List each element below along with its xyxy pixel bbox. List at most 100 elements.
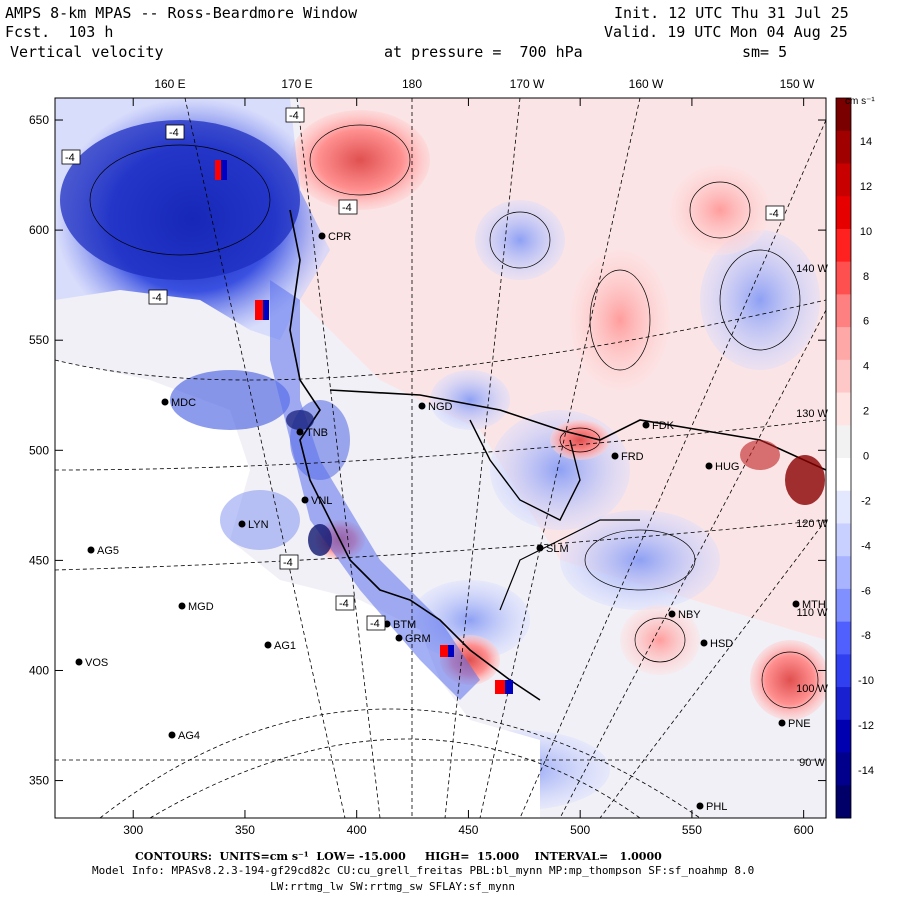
contour-label: -4 (169, 127, 179, 139)
y-tick-label: 400 (29, 663, 49, 677)
station-dot (296, 428, 304, 436)
y-tick-label: 450 (29, 553, 49, 567)
station-label: AG1 (274, 640, 296, 652)
station-dot (168, 731, 176, 739)
colorbar-swatch (836, 392, 851, 426)
init-time: Init. 12 UTC Thu 31 Jul 25 (614, 4, 849, 22)
colorbar-labels: 14 12 10 8 6 4 2 0 -2 -4 -6 -8 -10 -12 -14 (858, 136, 874, 777)
model-info: Model Info: MPASv8.2.3-194-gf29cd82c CU:… (92, 864, 755, 877)
station-dot (87, 546, 95, 554)
pressure-label: at pressure = (384, 43, 502, 61)
station-label: HSD (710, 638, 733, 650)
station-dot (418, 402, 426, 410)
station-dot (705, 462, 713, 470)
station-dot (792, 600, 800, 608)
x-tick-label: 600 (794, 823, 814, 837)
x-tick-label: 300 (123, 823, 143, 837)
station-label: PNE (788, 718, 811, 730)
x-axis-tick-labels: 300 350 400 450 500 550 600 (123, 823, 814, 837)
station-label: FDK (652, 420, 675, 432)
colorbar-swatch (836, 359, 851, 394)
longitude-label: 160 W (629, 77, 664, 91)
station-dot (696, 802, 704, 810)
colorbar-swatch (836, 654, 851, 688)
colorbar-swatch (836, 327, 851, 361)
station-label: CPR (328, 231, 351, 243)
smoothing: sm= 5 (742, 43, 788, 61)
colorbar-label: 4 (863, 361, 869, 373)
longitude-labels: 160 E 170 E 180 170 W 160 W 150 W (154, 77, 815, 91)
colorbar-swatch (836, 261, 851, 295)
forecast-hour: Fcst. 103 h (5, 23, 113, 41)
station-dot (318, 232, 326, 240)
station-label: NBY (678, 609, 701, 621)
station-label: GRM (405, 633, 431, 645)
station-dot (700, 639, 708, 647)
contour-label-box (285, 107, 305, 123)
contour-labels: -4 -4 -4 -4 -4 -4 -4 -4 -4 (61, 107, 785, 631)
colorbar-swatch (836, 621, 851, 655)
x-tick-label: 400 (347, 823, 367, 837)
colorbar-swatch (836, 687, 851, 721)
contour-info: CONTOURS: UNITS=cm s⁻¹ LOW= -15.000 HIGH… (135, 850, 662, 863)
pressure-level: at pressure = 700 hPa (384, 43, 583, 61)
station-label: VNL (311, 495, 332, 507)
longitude-label: 170 W (510, 77, 545, 91)
contour-label: -4 (342, 202, 352, 214)
colorbar-label: -2 (861, 495, 871, 507)
station-label: FRD (621, 451, 644, 463)
contour-label: -4 (370, 618, 380, 630)
right-longitude-label: 120 W (796, 518, 828, 530)
contour-label: -4 (339, 598, 349, 610)
contour-label-box (765, 205, 785, 221)
x-tick-label: 500 (570, 823, 590, 837)
field-name: Vertical velocity (10, 43, 164, 61)
station-dot (395, 634, 403, 642)
station-label: LYN (248, 519, 269, 531)
x-axis-ticks (132, 98, 805, 818)
colorbar-swatch (836, 785, 851, 819)
colorbar-swatch (836, 228, 851, 263)
colorbar-unit: cm s⁻¹ (845, 96, 875, 107)
plot-frame (54, 97, 827, 819)
colorbar-label: 6 (863, 316, 869, 328)
station-label: PHL (706, 801, 727, 813)
station-dot (238, 520, 246, 528)
right-longitude-label: 130 W (796, 408, 828, 420)
colorbar-label: -4 (861, 540, 871, 552)
contour-label-box (338, 199, 358, 215)
colorbar-label: -6 (861, 585, 871, 597)
colorbar-swatch (836, 556, 851, 590)
colorbar-swatch (836, 490, 851, 524)
longitude-label: 150 W (780, 77, 815, 91)
station-label: AG4 (178, 730, 200, 742)
model-info-physics: LW:rrtmg_lw SW:rrtmg_sw SFLAY:sf_mynn (270, 880, 516, 893)
valid-time: Valid. 19 UTC Mon 04 Aug 25 (604, 23, 848, 41)
colorbar-label: -14 (858, 765, 874, 777)
colorbar-swatch (836, 523, 851, 557)
colorbar-swatch (836, 98, 851, 132)
colorbar-label: 8 (863, 271, 869, 283)
station-dot (642, 421, 650, 429)
colorbar-label: 14 (860, 136, 872, 148)
y-tick-label: 650 (29, 113, 49, 127)
colorbar-frame (835, 97, 852, 819)
y-axis-ticks (55, 119, 826, 782)
station-dot (778, 719, 786, 727)
map-title: AMPS 8-km MPAS -- Ross-Beardmore Window (5, 4, 358, 22)
station-markers: CPR MDC NGD FDK FRD TNB VNL LYN AG5 MGD VOS AG1 AG4 S… (75, 231, 826, 813)
colorbar (835, 97, 852, 819)
contour-label: -4 (769, 208, 779, 220)
colorbar-swatch (836, 294, 851, 328)
plot-area (55, 98, 826, 818)
colorbar-label: 0 (863, 451, 869, 463)
contour-label: -4 (65, 152, 75, 164)
station-label: TNB (306, 427, 328, 439)
colorbar-swatch (836, 196, 851, 230)
contour-label: -4 (283, 557, 293, 569)
x-tick-label: 450 (458, 823, 478, 837)
station-dot (178, 602, 186, 610)
colorbar-label: 2 (863, 406, 869, 418)
station-dot (611, 452, 619, 460)
colorbar-label: 12 (860, 181, 872, 193)
